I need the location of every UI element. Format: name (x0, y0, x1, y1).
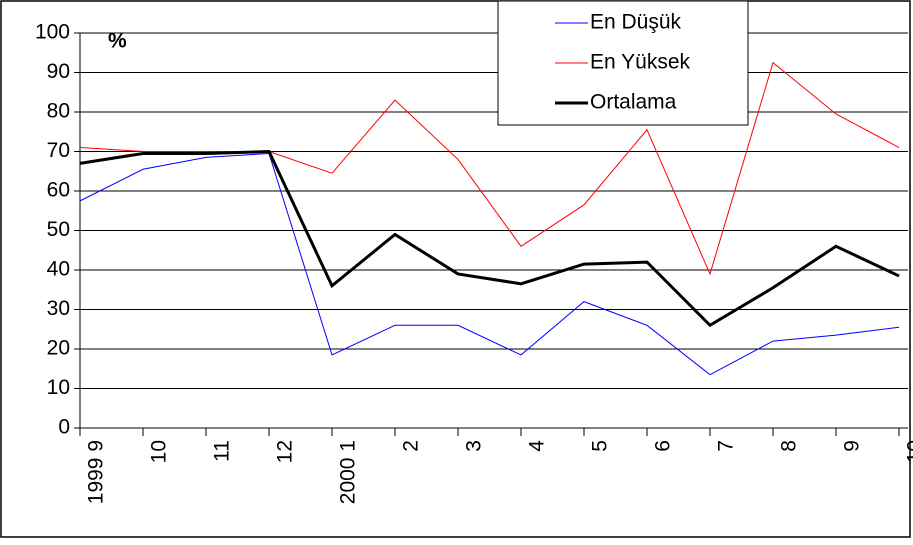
legend-box (497, 0, 749, 126)
line (79, 149, 900, 328)
y-tick-label: 20 (47, 337, 70, 360)
legend-label: Ortalama (590, 91, 677, 114)
y-tick-label: 100 (35, 21, 70, 44)
legend-label: En Düşük (590, 11, 682, 34)
x-tick-label: 2 (400, 440, 423, 452)
x-tick-label: 7 (715, 440, 738, 452)
x-tick-label: 3 (463, 440, 486, 452)
y-tick-label: 30 (47, 297, 70, 320)
y-tick-label: 40 (47, 258, 70, 281)
x-tick-label: 2000 1 (337, 440, 360, 504)
x-tick-label: 10 (904, 440, 913, 463)
x-tick-label: 11 (211, 440, 234, 462)
y-tick-label: 70 (47, 139, 70, 162)
x-tick-label: 6 (652, 440, 675, 452)
x-tick-label: 1999 9 (85, 440, 108, 504)
y-tick-label: 0 (58, 416, 70, 439)
line (79, 152, 900, 376)
legend-label: En Yüksek (590, 51, 691, 74)
x-tick-label: 8 (778, 440, 801, 452)
y-tick-label: 90 (47, 60, 70, 83)
y-tick-label: 10 (47, 376, 70, 399)
x-tick-label: 5 (589, 440, 612, 452)
x-tick-label: 10 (148, 440, 171, 463)
line (79, 61, 900, 276)
annotation: % (108, 30, 127, 53)
x-tick-label: 12 (274, 440, 297, 463)
y-tick-label: 80 (47, 100, 70, 123)
x-tick-label: 4 (526, 440, 549, 452)
x-tick-label: 9 (841, 440, 864, 452)
y-tick-label: 50 (47, 218, 70, 241)
y-tick-label: 60 (47, 179, 70, 202)
